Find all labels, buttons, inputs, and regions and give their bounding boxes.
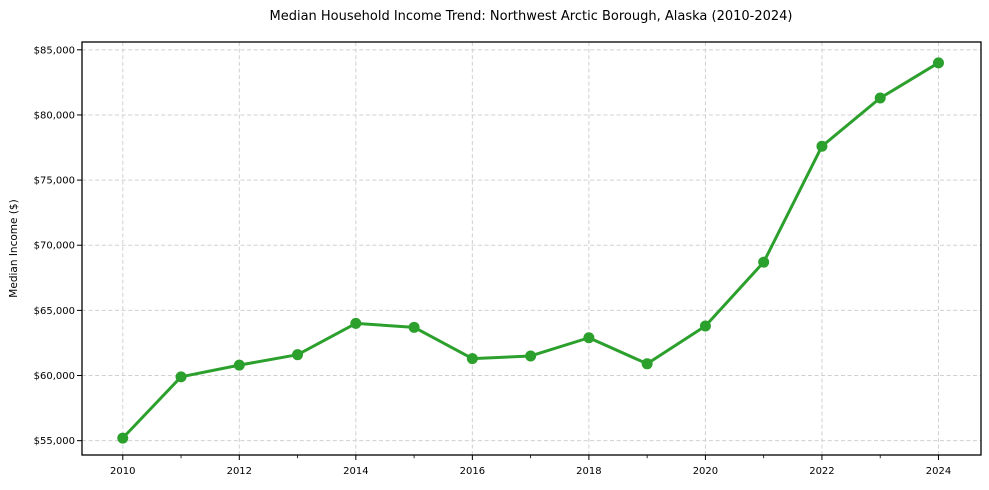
- y-tick-label: $80,000: [34, 110, 75, 121]
- data-point: [583, 332, 595, 344]
- data-point: [466, 353, 478, 365]
- x-tick-label: 2024: [926, 466, 951, 477]
- data-point: [758, 256, 770, 268]
- data-point: [641, 358, 653, 370]
- y-tick-label: $70,000: [34, 241, 75, 252]
- y-tick-label: $55,000: [34, 436, 75, 447]
- chart-title: Median Household Income Trend: Northwest…: [269, 9, 792, 24]
- data-point: [233, 359, 245, 371]
- data-point: [117, 432, 129, 444]
- x-tick-label: 2010: [110, 466, 135, 477]
- plot-area: [82, 42, 981, 455]
- x-tick-label: 2022: [809, 466, 834, 477]
- x-tick-label: 2016: [460, 466, 485, 477]
- y-tick-label: $85,000: [34, 45, 75, 56]
- data-series: [117, 57, 944, 444]
- data-point: [350, 317, 362, 329]
- y-axis-title: Median Income ($): [8, 199, 20, 297]
- y-tick-label: $65,000: [34, 306, 75, 317]
- data-point: [292, 349, 304, 361]
- x-tick-label: 2014: [343, 466, 368, 477]
- data-point: [874, 92, 886, 104]
- y-tick-label: $60,000: [34, 371, 75, 382]
- x-tick-label: 2018: [576, 466, 601, 477]
- gridlines: [82, 42, 981, 455]
- data-point: [525, 350, 537, 362]
- data-point: [699, 320, 711, 332]
- data-point: [175, 371, 187, 383]
- x-tick-label: 2012: [227, 466, 252, 477]
- y-tick-label: $75,000: [34, 176, 75, 187]
- axis-tick-labels: $55,000 $60,000 $65,000 $70,000 $75,000 $80,0…: [34, 45, 952, 477]
- data-point: [408, 321, 420, 333]
- plot-border: [81, 41, 982, 456]
- x-tick-label: 2020: [693, 466, 718, 477]
- data-point: [932, 57, 944, 69]
- data-point: [816, 140, 828, 152]
